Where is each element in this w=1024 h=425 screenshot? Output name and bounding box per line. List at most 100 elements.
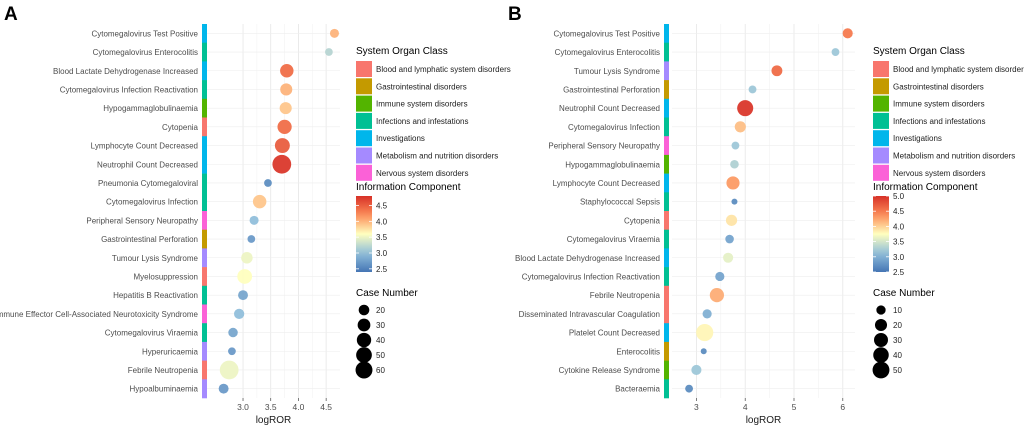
panel-a-legend-size-dot bbox=[356, 332, 372, 348]
panel-a-soc-strip bbox=[202, 136, 207, 156]
panel-a: A 3.0 3.5 4.0 4.5 logROR Cytomegalovirus Test … bbox=[0, 4, 511, 425]
panel-b-xtick-label: 4 bbox=[743, 402, 748, 412]
panel-b-legend-ic-title: Information Component bbox=[873, 182, 978, 193]
panel-b-ytick-label: Platelet Count Decreased bbox=[569, 329, 660, 338]
panel-a-point bbox=[280, 83, 293, 96]
panel-a-ytick-label: Peripheral Sensory Neuropathy bbox=[86, 216, 198, 225]
panel-a-legend-size-dot bbox=[355, 361, 373, 379]
panel-a-point bbox=[237, 269, 253, 284]
panel-a-legend-soc-label: Immune system disorders bbox=[376, 100, 468, 109]
panel-a-legend-soc-label: Metabolism and nutrition disorders bbox=[376, 152, 498, 161]
panel-a-ytick-label: Pneumonia Cytomegaloviral bbox=[98, 179, 198, 188]
panel-a-soc-strip bbox=[202, 304, 207, 324]
panel-b-legend-soc-swatch bbox=[873, 130, 889, 147]
panel-a-legend-soc-label: Nervous system disorders bbox=[376, 169, 468, 178]
panel-b-ytick-label: Neutrophil Count Decreased bbox=[559, 104, 660, 113]
panel-b-ytick-label: Cytomegalovirus Infection bbox=[568, 123, 660, 132]
panel-a-point bbox=[228, 347, 236, 356]
panel-b-point bbox=[715, 271, 725, 282]
panel-b-ytick-label: Cytomegalovirus Test Positive bbox=[553, 29, 660, 38]
panel-a-legend-soc-label: Gastrointestinal disorders bbox=[376, 82, 467, 91]
panel-b-point bbox=[731, 141, 740, 150]
panel-a-legend-size-dot bbox=[357, 318, 371, 332]
panel-a-soc-strip bbox=[202, 360, 207, 380]
panel-b-point bbox=[691, 364, 702, 376]
panel-b-legend-soc-label: Gastrointestinal disorders bbox=[893, 82, 984, 91]
panel-b-legend-soc-label: Blood and lymphatic system disorders bbox=[893, 65, 1024, 74]
panel-a-legend-soc-swatch bbox=[356, 78, 372, 95]
panel-a-soc-strip bbox=[202, 211, 207, 230]
panel-a-soc-strip bbox=[202, 323, 207, 343]
panel-b-point bbox=[842, 28, 853, 39]
panel-b-legend-soc-label: Investigations bbox=[893, 134, 942, 143]
panel-b-point bbox=[737, 100, 754, 117]
panel-a-legend-size-label: 60 bbox=[376, 366, 385, 375]
panel-b-ytick-label: Enterocolitis bbox=[616, 347, 660, 356]
panel-a-soc-strip bbox=[202, 229, 207, 249]
panel-b-legend-ic-label: 4.5 bbox=[893, 207, 905, 216]
panel-a-legend-soc-title: System Organ Class bbox=[356, 46, 448, 57]
panel-b-legend-ic-label: 2.5 bbox=[893, 268, 905, 277]
panel-a-legend-soc-swatch bbox=[356, 112, 372, 129]
panel-a-legend-ic-title: Information Component bbox=[356, 182, 461, 193]
panel-a-ytick-label: Hyperuricaemia bbox=[142, 347, 199, 356]
panel-a-legend-soc-swatch bbox=[356, 130, 372, 147]
panel-b-point bbox=[726, 176, 740, 190]
panel-b-point bbox=[700, 348, 707, 355]
panel-a-xtick-label: 4.5 bbox=[320, 402, 332, 412]
panel-a-ytick-label: Cytomegalovirus Viraemia bbox=[105, 329, 199, 338]
panel-b-soc-strip bbox=[664, 80, 669, 100]
panel-a-point bbox=[228, 327, 238, 338]
panel-b-legend-soc-swatch bbox=[873, 95, 889, 112]
panel-b-legend-size-label: 20 bbox=[893, 321, 902, 330]
panel-b-ytick-label: Febrile Neutropenia bbox=[590, 291, 661, 300]
panel-a-legend-ic-colorbar bbox=[356, 196, 372, 272]
panel-b-ytick-label: Tumour Lysis Syndrome bbox=[574, 67, 661, 76]
panel-b-legend-ic-label: 3.5 bbox=[893, 238, 905, 247]
panel-b-legend-ic-label: 3.0 bbox=[893, 253, 905, 262]
panel-a-legend-size-label: 50 bbox=[376, 351, 385, 360]
panel-a-ytick-label: Blood Lactate Dehydrogenase Increased bbox=[53, 67, 198, 76]
panel-b-ytick-label: Lymphocyte Count Decreased bbox=[553, 179, 660, 188]
panel-a-soc-strip bbox=[202, 267, 207, 287]
panel-a-ytick-label: Cytopenia bbox=[162, 123, 199, 132]
panel-a-point bbox=[219, 360, 239, 380]
panel-b-point bbox=[709, 288, 725, 303]
panel-b-soc-strip bbox=[664, 341, 669, 361]
panel-b-ytick-label: Blood Lactate Dehydrogenase Increased bbox=[515, 254, 660, 263]
panel-b-soc-strip bbox=[664, 323, 669, 343]
panel-a-point bbox=[252, 194, 267, 209]
panel-b-ytick-label: Cytokine Release Syndrome bbox=[559, 366, 661, 375]
panel-b-ytick-label: Cytomegalovirus Infection Reactivation bbox=[522, 272, 660, 281]
panel-a-legend-soc-swatch bbox=[356, 95, 372, 112]
panel-a-legend-ic-label: 4.0 bbox=[376, 217, 388, 226]
panel-b-legend-size-dot bbox=[876, 305, 886, 315]
panel-a-soc-strip bbox=[202, 341, 207, 361]
panel-b-legend-size-title: Case Number bbox=[873, 288, 935, 299]
panel-a-legend-ic-label: 3.0 bbox=[376, 249, 388, 258]
panel-a-soc-strip bbox=[202, 117, 207, 137]
panel-b-legend-soc-swatch bbox=[873, 164, 889, 181]
panel-a-point bbox=[218, 383, 229, 394]
panel-b-soc-strip bbox=[664, 285, 669, 305]
panel-a-legend-soc-swatch bbox=[356, 164, 372, 181]
panel-b-point bbox=[748, 85, 757, 94]
panel-a-legend-soc-swatch bbox=[356, 61, 372, 77]
panel-b-soc-strip bbox=[664, 98, 669, 118]
panel-b-point bbox=[725, 234, 734, 244]
panel-a-point bbox=[264, 179, 272, 187]
panel-b-soc-strip bbox=[664, 61, 669, 81]
panel-b-soc-strip bbox=[664, 211, 669, 230]
panel-b-xlabel: logROR bbox=[746, 415, 782, 425]
panel-a-legend-size-label: 40 bbox=[376, 336, 385, 345]
panel-a-soc-strip bbox=[202, 98, 207, 118]
panel-a-point bbox=[233, 308, 245, 319]
panel-b-legend-soc-swatch bbox=[873, 78, 889, 95]
panel-b-ytick-label: Cytomegalovirus Viraemia bbox=[567, 235, 661, 244]
panel-a-ytick-label: Cytomegalovirus Enterocolitis bbox=[93, 48, 198, 57]
panel-b-soc-strip bbox=[664, 360, 669, 380]
panel-a-soc-strip bbox=[202, 248, 207, 268]
panel-b-soc-strip bbox=[664, 267, 669, 287]
panel-b-legend-soc-swatch bbox=[873, 112, 889, 129]
panel-a-xtick-label: 3.5 bbox=[265, 402, 277, 412]
